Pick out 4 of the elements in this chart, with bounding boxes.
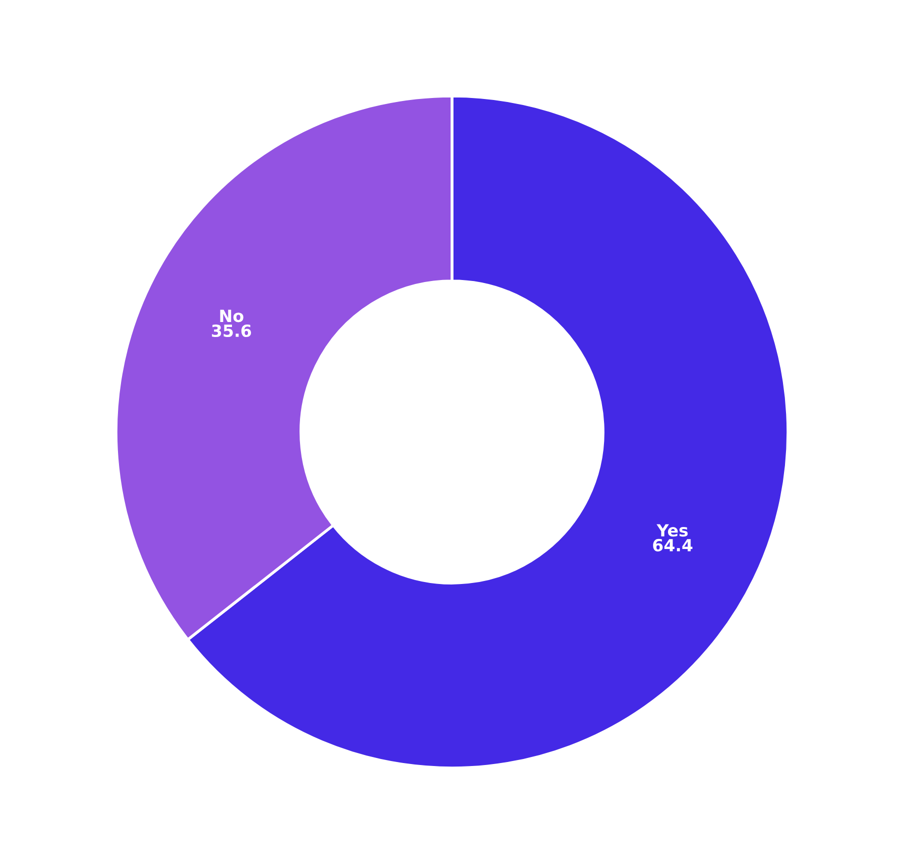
data-label: 64.4 bbox=[653, 538, 692, 552]
slice-label: Yes bbox=[656, 524, 688, 537]
data-label: 35.6 bbox=[212, 324, 252, 338]
slice-label: No bbox=[220, 310, 244, 322]
